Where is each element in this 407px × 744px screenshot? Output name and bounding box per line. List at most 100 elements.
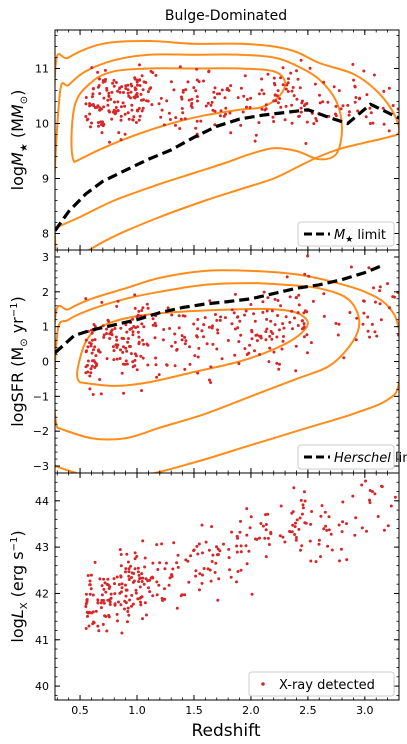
point [304, 142, 308, 145]
point [279, 304, 283, 308]
point [235, 550, 239, 554]
point [288, 295, 292, 299]
point [314, 117, 318, 120]
point [236, 536, 240, 540]
point [90, 95, 94, 99]
point [148, 578, 152, 582]
point [172, 88, 176, 92]
point [92, 104, 96, 108]
panel-sfr: −3 −2 −1 0 1 2 3 logSFR (M⊙ yr−1) Herschel limit [8, 249, 407, 474]
limit-curve-mass [55, 102, 399, 232]
contour-sfr-2 [55, 282, 361, 441]
point [217, 577, 221, 581]
point [132, 572, 136, 575]
point [94, 354, 98, 358]
x-tick-label: 1.0 [128, 704, 146, 717]
point [254, 333, 258, 337]
point [293, 525, 297, 529]
point [108, 337, 112, 340]
point [141, 617, 144, 621]
point [133, 551, 137, 555]
point [89, 573, 93, 577]
point [101, 324, 105, 328]
point [294, 344, 298, 348]
point [198, 572, 202, 576]
point [308, 539, 312, 543]
point [263, 536, 267, 540]
point [159, 96, 163, 100]
point [175, 348, 179, 352]
point [90, 359, 94, 363]
point [85, 118, 89, 122]
point [233, 327, 237, 331]
point [131, 333, 135, 337]
point [258, 536, 261, 540]
x-tick-label: 0.5 [71, 704, 89, 717]
point [190, 102, 194, 105]
point [103, 68, 107, 72]
point [176, 553, 180, 557]
point [146, 306, 150, 310]
point [91, 610, 95, 614]
point [97, 124, 100, 128]
point [267, 543, 271, 546]
point [216, 331, 220, 335]
point [163, 587, 166, 591]
point [140, 572, 144, 576]
point [119, 603, 123, 607]
point [135, 108, 139, 112]
point [206, 101, 210, 105]
point [92, 348, 95, 352]
point [388, 306, 391, 310]
point [276, 299, 280, 302]
point [93, 360, 97, 364]
y-tick-label-sfr: −2 [33, 425, 49, 438]
point [369, 111, 373, 115]
point [368, 489, 372, 492]
contour-mass-1 [55, 39, 399, 250]
point [88, 592, 92, 596]
point [90, 121, 93, 125]
point [253, 349, 256, 353]
point [114, 335, 118, 339]
point [195, 335, 199, 339]
point [192, 322, 196, 326]
point [253, 319, 257, 323]
point [337, 322, 341, 326]
point [110, 90, 114, 94]
point [201, 551, 204, 555]
point [177, 314, 181, 318]
point [196, 552, 200, 556]
point [155, 375, 159, 379]
point [95, 105, 99, 109]
point [356, 109, 360, 113]
point [218, 549, 222, 553]
point [126, 337, 130, 340]
legend-box-sfr [297, 444, 395, 470]
point [189, 554, 193, 558]
point [180, 334, 184, 338]
point [334, 114, 338, 118]
point [151, 576, 155, 580]
point [277, 328, 281, 332]
point [284, 104, 288, 108]
contour-mass-2 [55, 53, 344, 230]
point [125, 362, 129, 366]
point [292, 94, 296, 98]
point [172, 541, 176, 545]
point [284, 315, 288, 319]
point [84, 102, 88, 106]
point [229, 131, 233, 135]
point [257, 92, 261, 96]
point [127, 117, 131, 121]
point [196, 327, 200, 331]
point [230, 308, 234, 312]
point [210, 100, 214, 104]
point [158, 561, 162, 565]
point [123, 112, 127, 116]
point [296, 324, 300, 327]
point [214, 561, 218, 565]
point [128, 345, 132, 348]
point [116, 100, 120, 104]
point [307, 274, 311, 278]
